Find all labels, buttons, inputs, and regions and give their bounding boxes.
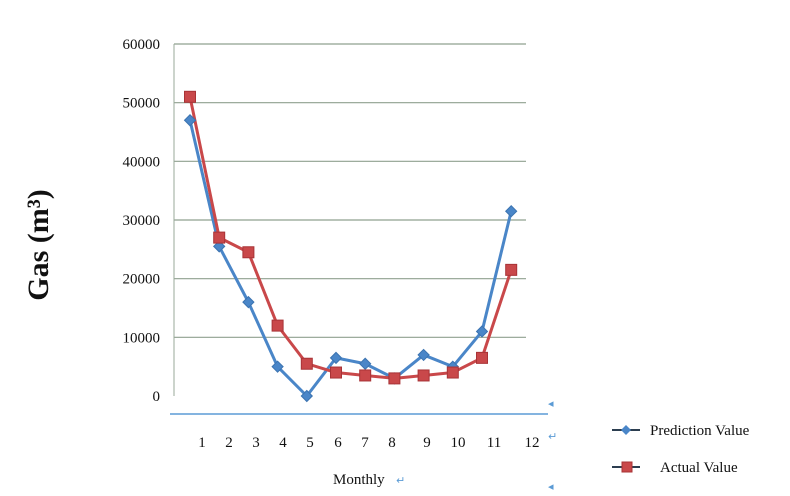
y-tick-label: 40000 [123, 154, 161, 170]
data-point-prediction [475, 325, 489, 338]
x-tick-label: 2 [225, 435, 233, 451]
x-tick-label: 10 [451, 435, 466, 451]
data-point-actual [505, 263, 518, 276]
data-point-actual [476, 351, 488, 364]
series-line-prediction [188, 119, 513, 398]
legend-item-actual: Actual Value [612, 460, 738, 476]
y-tick-label: 30000 [123, 213, 161, 229]
x-tick-label: 3 [252, 435, 260, 451]
data-point-prediction [212, 240, 226, 253]
grid-lines [174, 43, 526, 338]
data-point-actual [300, 357, 313, 370]
x-tick-label: 4 [279, 435, 287, 451]
legend-label-actual: Actual Value [660, 460, 738, 476]
x-tick-label: 1 [198, 435, 206, 451]
data-point-actual [242, 246, 255, 259]
data-point-actual [330, 366, 342, 379]
legend-item-prediction: Prediction Value [612, 423, 750, 439]
return-mark-1: ↵ [396, 474, 405, 487]
series-group [183, 90, 518, 403]
data-point-actual [359, 369, 372, 382]
y-tick-labels: 0 10000 20000 30000 40000 50000 60000 [123, 37, 161, 405]
return-mark-3: ◂ [548, 397, 554, 410]
data-point-prediction [242, 295, 255, 309]
x-tick-label: 6 [334, 435, 342, 451]
data-point-prediction [329, 351, 343, 365]
data-point-prediction [417, 348, 430, 362]
x-tick-label: 8 [388, 435, 396, 451]
return-mark-2: ↵ [548, 430, 557, 443]
x-tick-label: 11 [487, 435, 501, 451]
x-tick-labels: 1 2 3 4 5 6 7 8 9 10 11 12 [198, 435, 539, 451]
series-line-actual [188, 96, 513, 380]
data-point-actual [271, 319, 284, 332]
x-tick-label: 9 [423, 435, 431, 451]
x-tick-label: 7 [361, 435, 369, 451]
data-point-actual [388, 372, 401, 385]
data-point-prediction [183, 114, 197, 127]
y-tick-label: 60000 [123, 37, 161, 53]
data-point-prediction [271, 360, 284, 373]
legend: Prediction Value Actual Value [612, 423, 750, 476]
data-point-actual [213, 231, 226, 244]
x-tick-label: 5 [306, 435, 314, 451]
y-tick-label: 0 [153, 389, 161, 405]
x-axis-label: Monthly [333, 472, 385, 488]
y-axis-label: Gas (m³) [22, 189, 55, 300]
data-point-actual [184, 90, 196, 103]
data-point-prediction [504, 204, 518, 218]
return-mark-4: ◂ [548, 480, 554, 493]
y-tick-label: 50000 [123, 96, 161, 112]
legend-label-prediction: Prediction Value [650, 423, 750, 439]
data-point-actual [417, 369, 430, 382]
y-tick-label: 10000 [123, 330, 161, 346]
data-point-prediction [358, 357, 372, 370]
data-point-prediction [300, 389, 314, 403]
data-point-actual [446, 366, 459, 379]
y-tick-label: 20000 [123, 272, 161, 288]
x-tick-label: 12 [525, 435, 540, 451]
